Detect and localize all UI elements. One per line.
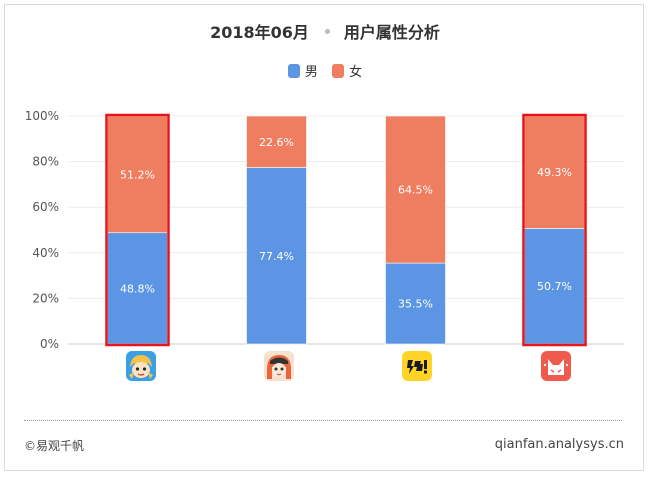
highlight-box-3 — [522, 113, 587, 347]
data-label-female-1: 22.6% — [259, 136, 294, 149]
highlight-box-0 — [105, 113, 170, 347]
red-cat-app-icon[interactable] — [541, 351, 571, 381]
legend-item-male[interactable]: 男 — [287, 61, 318, 80]
legend: 男 女 — [0, 61, 650, 80]
data-label-male-2: 35.5% — [398, 298, 433, 311]
legend-item-female[interactable]: 女 — [332, 61, 362, 80]
orange-hair-cartoon-app-icon[interactable] — [264, 351, 294, 381]
y-tick-label-5: 100% — [25, 109, 59, 123]
bar-male-3 — [524, 228, 585, 345]
legend-label-male: 男 — [304, 65, 318, 80]
y-tick-label-2: 40% — [32, 246, 59, 260]
chart-title: 2018年06月 用户属性分析 — [0, 19, 650, 43]
data-label-male-0: 48.8% — [120, 282, 155, 295]
title-subject: 用户属性分析 — [343, 23, 440, 42]
stacked-bar-chart: 0% 20% 40% 60% 80% 100% 48.8% 51.2% 77.4% 22.6% 35… — [25, 109, 624, 351]
footer-divider — [24, 420, 622, 421]
legend-swatch-male — [287, 64, 300, 78]
footer-copyright: ©易观千帆 — [24, 439, 85, 453]
y-tick-label-3: 60% — [32, 200, 59, 214]
bar-female-1 — [246, 115, 307, 168]
bar-female-2 — [385, 115, 446, 264]
y-tick-label-1: 20% — [32, 291, 59, 305]
bar-male-1 — [246, 167, 307, 345]
title-date: 2018年06月 — [210, 23, 309, 42]
data-label-female-2: 64.5% — [398, 184, 433, 197]
y-tick-label-4: 80% — [32, 155, 59, 169]
legend-label-female: 女 — [349, 65, 363, 80]
legend-swatch-female — [332, 64, 345, 78]
blonde-cartoon-app-icon[interactable] — [126, 351, 156, 381]
footer-site-link[interactable]: qianfan.analysys.cn — [494, 437, 624, 452]
data-label-male-1: 77.4% — [259, 250, 294, 263]
bar-male-2 — [385, 262, 446, 345]
data-label-female-0: 51.2% — [120, 168, 155, 181]
kuaikan-yellow-app-icon[interactable] — [402, 351, 432, 381]
data-label-female-3: 49.3% — [537, 166, 572, 179]
title-separator-dot — [324, 29, 330, 34]
app-icon-row — [0, 351, 650, 385]
data-label-male-3: 50.7% — [537, 280, 572, 293]
y-tick-label-0: 0% — [40, 337, 59, 351]
